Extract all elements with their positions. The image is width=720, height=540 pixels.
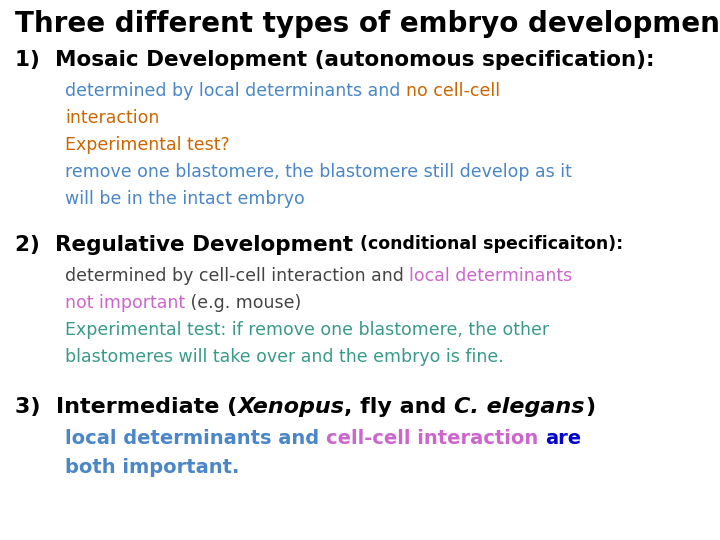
- Text: cell-cell interaction: cell-cell interaction: [326, 429, 545, 448]
- Text: 1): 1): [15, 50, 55, 70]
- Text: Three different types of embryo development: Three different types of embryo developm…: [15, 10, 720, 38]
- Text: no cell-cell: no cell-cell: [406, 82, 500, 100]
- Text: blastomeres will take over and the embryo is fine.: blastomeres will take over and the embry…: [65, 348, 504, 366]
- Text: not important: not important: [65, 294, 185, 312]
- Text: both important.: both important.: [65, 458, 239, 477]
- Text: Intermediate (: Intermediate (: [56, 397, 238, 417]
- Text: determined by local determinants and: determined by local determinants and: [65, 82, 406, 100]
- Text: Experimental test: if remove one blastomere, the other: Experimental test: if remove one blastom…: [65, 321, 549, 339]
- Text: Regulative Development: Regulative Development: [55, 235, 361, 255]
- Text: will be in the intact embryo: will be in the intact embryo: [65, 190, 305, 208]
- Text: , fly and: , fly and: [344, 397, 454, 417]
- Text: Experimental test?: Experimental test?: [65, 136, 230, 154]
- Text: 2): 2): [15, 235, 55, 255]
- Text: determined by cell-cell interaction and: determined by cell-cell interaction and: [65, 267, 410, 285]
- Text: C. elegans: C. elegans: [454, 397, 585, 417]
- Text: 3): 3): [15, 397, 56, 417]
- Text: Mosaic Development (autonomous specification):: Mosaic Development (autonomous specifica…: [55, 50, 654, 70]
- Text: interaction: interaction: [65, 109, 159, 127]
- Text: ): ): [585, 397, 595, 417]
- Text: (e.g. mouse): (e.g. mouse): [185, 294, 302, 312]
- Text: Xenopus: Xenopus: [238, 397, 344, 417]
- Text: local determinants and: local determinants and: [65, 429, 326, 448]
- Text: remove one blastomere, the blastomere still develop as it: remove one blastomere, the blastomere st…: [65, 163, 572, 181]
- Text: local determinants: local determinants: [410, 267, 572, 285]
- Text: (conditional specificaiton):: (conditional specificaiton):: [361, 235, 624, 253]
- Text: are: are: [545, 429, 581, 448]
